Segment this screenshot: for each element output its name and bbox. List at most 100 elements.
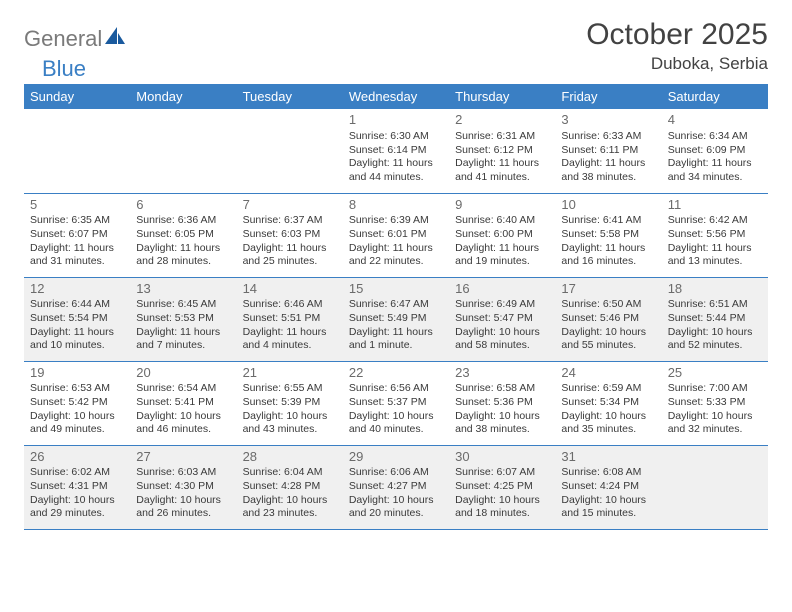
daylight-line: Daylight: 11 hours and 1 minute. bbox=[349, 326, 443, 353]
daylight-line: Daylight: 10 hours and 38 minutes. bbox=[455, 410, 549, 437]
daylight-line: Daylight: 11 hours and 34 minutes. bbox=[668, 157, 762, 184]
daylight-line: Daylight: 11 hours and 41 minutes. bbox=[455, 157, 549, 184]
calendar-day-cell: 19Sunrise: 6:53 AMSunset: 5:42 PMDayligh… bbox=[24, 361, 130, 445]
sunrise-line: Sunrise: 6:42 AM bbox=[668, 214, 762, 228]
calendar-day-cell: 7Sunrise: 6:37 AMSunset: 6:03 PMDaylight… bbox=[237, 193, 343, 277]
calendar-day-cell: 23Sunrise: 6:58 AMSunset: 5:36 PMDayligh… bbox=[449, 361, 555, 445]
calendar-day-cell: 4Sunrise: 6:34 AMSunset: 6:09 PMDaylight… bbox=[662, 109, 768, 193]
calendar-day-cell: 5Sunrise: 6:35 AMSunset: 6:07 PMDaylight… bbox=[24, 193, 130, 277]
daylight-line: Daylight: 10 hours and 40 minutes. bbox=[349, 410, 443, 437]
sunrise-line: Sunrise: 6:58 AM bbox=[455, 382, 549, 396]
page-subtitle: Duboka, Serbia bbox=[586, 54, 768, 74]
daylight-line: Daylight: 10 hours and 43 minutes. bbox=[243, 410, 337, 437]
sunset-line: Sunset: 5:36 PM bbox=[455, 396, 549, 410]
logo-text-blue: Blue bbox=[42, 56, 86, 81]
sunset-line: Sunset: 5:47 PM bbox=[455, 312, 549, 326]
logo-text-general: General bbox=[24, 26, 102, 52]
calendar-day-cell: 20Sunrise: 6:54 AMSunset: 5:41 PMDayligh… bbox=[130, 361, 236, 445]
sunrise-line: Sunrise: 6:51 AM bbox=[668, 298, 762, 312]
sunrise-line: Sunrise: 6:08 AM bbox=[561, 466, 655, 480]
day-number: 25 bbox=[668, 365, 762, 382]
sunset-line: Sunset: 5:44 PM bbox=[668, 312, 762, 326]
calendar-day-cell: 3Sunrise: 6:33 AMSunset: 6:11 PMDaylight… bbox=[555, 109, 661, 193]
sunset-line: Sunset: 4:31 PM bbox=[30, 480, 124, 494]
daylight-line: Daylight: 11 hours and 13 minutes. bbox=[668, 242, 762, 269]
sunset-line: Sunset: 4:24 PM bbox=[561, 480, 655, 494]
sunrise-line: Sunrise: 6:33 AM bbox=[561, 130, 655, 144]
calendar-day-cell bbox=[130, 109, 236, 193]
sunset-line: Sunset: 6:01 PM bbox=[349, 228, 443, 242]
calendar-day-cell: 9Sunrise: 6:40 AMSunset: 6:00 PMDaylight… bbox=[449, 193, 555, 277]
daylight-line: Daylight: 11 hours and 28 minutes. bbox=[136, 242, 230, 269]
sunrise-line: Sunrise: 6:07 AM bbox=[455, 466, 549, 480]
daylight-line: Daylight: 10 hours and 15 minutes. bbox=[561, 494, 655, 521]
sunset-line: Sunset: 6:11 PM bbox=[561, 144, 655, 158]
calendar-day-cell: 11Sunrise: 6:42 AMSunset: 5:56 PMDayligh… bbox=[662, 193, 768, 277]
daylight-line: Daylight: 11 hours and 22 minutes. bbox=[349, 242, 443, 269]
sunset-line: Sunset: 6:00 PM bbox=[455, 228, 549, 242]
day-number: 9 bbox=[455, 197, 549, 214]
day-number: 10 bbox=[561, 197, 655, 214]
calendar-day-cell: 8Sunrise: 6:39 AMSunset: 6:01 PMDaylight… bbox=[343, 193, 449, 277]
logo: General bbox=[24, 18, 128, 52]
sunset-line: Sunset: 5:58 PM bbox=[561, 228, 655, 242]
calendar-day-cell: 13Sunrise: 6:45 AMSunset: 5:53 PMDayligh… bbox=[130, 277, 236, 361]
sunset-line: Sunset: 5:34 PM bbox=[561, 396, 655, 410]
day-number: 21 bbox=[243, 365, 337, 382]
sunset-line: Sunset: 6:05 PM bbox=[136, 228, 230, 242]
day-number: 20 bbox=[136, 365, 230, 382]
page-header: General October 2025 Duboka, Serbia bbox=[24, 18, 768, 74]
sunrise-line: Sunrise: 6:04 AM bbox=[243, 466, 337, 480]
sunset-line: Sunset: 5:41 PM bbox=[136, 396, 230, 410]
daylight-line: Daylight: 11 hours and 7 minutes. bbox=[136, 326, 230, 353]
day-number: 30 bbox=[455, 449, 549, 466]
day-number: 14 bbox=[243, 281, 337, 298]
sunrise-line: Sunrise: 6:45 AM bbox=[136, 298, 230, 312]
col-header: Sunday bbox=[24, 84, 130, 109]
col-header: Friday bbox=[555, 84, 661, 109]
calendar-week-row: 12Sunrise: 6:44 AMSunset: 5:54 PMDayligh… bbox=[24, 277, 768, 361]
daylight-line: Daylight: 10 hours and 32 minutes. bbox=[668, 410, 762, 437]
sunrise-line: Sunrise: 6:55 AM bbox=[243, 382, 337, 396]
day-number: 29 bbox=[349, 449, 443, 466]
col-header: Monday bbox=[130, 84, 236, 109]
sunset-line: Sunset: 4:28 PM bbox=[243, 480, 337, 494]
calendar-day-cell: 31Sunrise: 6:08 AMSunset: 4:24 PMDayligh… bbox=[555, 445, 661, 529]
page-title: October 2025 bbox=[586, 18, 768, 52]
day-number: 15 bbox=[349, 281, 443, 298]
day-number: 22 bbox=[349, 365, 443, 382]
calendar-day-cell: 16Sunrise: 6:49 AMSunset: 5:47 PMDayligh… bbox=[449, 277, 555, 361]
daylight-line: Daylight: 10 hours and 46 minutes. bbox=[136, 410, 230, 437]
day-number: 8 bbox=[349, 197, 443, 214]
sunrise-line: Sunrise: 6:59 AM bbox=[561, 382, 655, 396]
calendar-day-cell: 25Sunrise: 7:00 AMSunset: 5:33 PMDayligh… bbox=[662, 361, 768, 445]
sunrise-line: Sunrise: 6:49 AM bbox=[455, 298, 549, 312]
sunrise-line: Sunrise: 6:46 AM bbox=[243, 298, 337, 312]
daylight-line: Daylight: 10 hours and 20 minutes. bbox=[349, 494, 443, 521]
calendar-day-cell: 29Sunrise: 6:06 AMSunset: 4:27 PMDayligh… bbox=[343, 445, 449, 529]
calendar-week-row: 5Sunrise: 6:35 AMSunset: 6:07 PMDaylight… bbox=[24, 193, 768, 277]
sunset-line: Sunset: 6:14 PM bbox=[349, 144, 443, 158]
daylight-line: Daylight: 10 hours and 35 minutes. bbox=[561, 410, 655, 437]
day-number: 11 bbox=[668, 197, 762, 214]
sunset-line: Sunset: 6:09 PM bbox=[668, 144, 762, 158]
calendar-day-cell bbox=[237, 109, 343, 193]
day-number: 27 bbox=[136, 449, 230, 466]
title-block: October 2025 Duboka, Serbia bbox=[586, 18, 768, 74]
sunset-line: Sunset: 4:25 PM bbox=[455, 480, 549, 494]
daylight-line: Daylight: 11 hours and 44 minutes. bbox=[349, 157, 443, 184]
daylight-line: Daylight: 10 hours and 55 minutes. bbox=[561, 326, 655, 353]
day-number: 5 bbox=[30, 197, 124, 214]
daylight-line: Daylight: 11 hours and 31 minutes. bbox=[30, 242, 124, 269]
sunrise-line: Sunrise: 6:39 AM bbox=[349, 214, 443, 228]
daylight-line: Daylight: 10 hours and 26 minutes. bbox=[136, 494, 230, 521]
daylight-line: Daylight: 10 hours and 18 minutes. bbox=[455, 494, 549, 521]
sunrise-line: Sunrise: 6:56 AM bbox=[349, 382, 443, 396]
daylight-line: Daylight: 10 hours and 23 minutes. bbox=[243, 494, 337, 521]
day-number: 7 bbox=[243, 197, 337, 214]
day-number: 19 bbox=[30, 365, 124, 382]
day-number: 2 bbox=[455, 112, 549, 129]
calendar-head: Sunday Monday Tuesday Wednesday Thursday… bbox=[24, 84, 768, 109]
sunrise-line: Sunrise: 6:54 AM bbox=[136, 382, 230, 396]
sunrise-line: Sunrise: 7:00 AM bbox=[668, 382, 762, 396]
